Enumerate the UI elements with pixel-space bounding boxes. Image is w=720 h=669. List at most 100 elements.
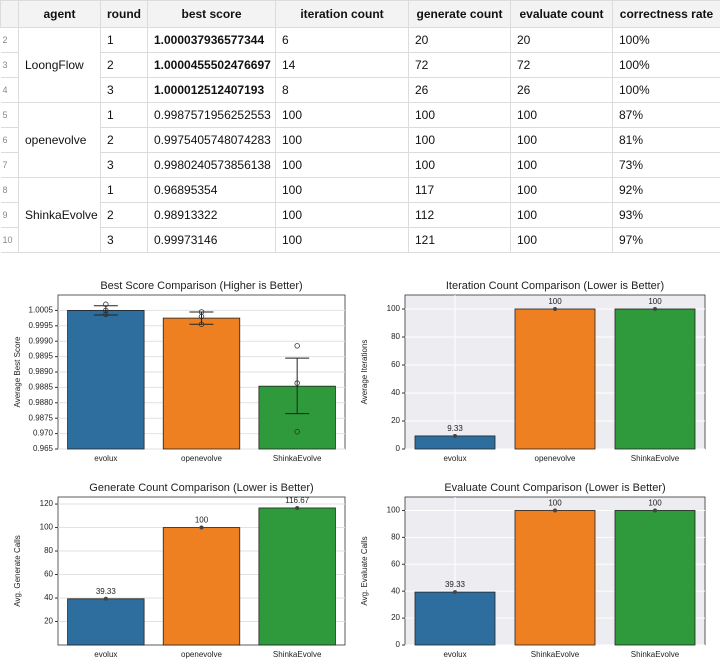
y-axis-label: Average Iterations bbox=[360, 340, 369, 405]
x-tick-label: openevolve bbox=[181, 454, 222, 463]
y-tick-label: 20 bbox=[44, 617, 53, 626]
x-tick-label: openevolve bbox=[181, 650, 222, 659]
bar bbox=[162, 527, 241, 646]
value-label: 9.33 bbox=[447, 424, 463, 433]
y-tick-label: 40 bbox=[391, 388, 400, 397]
cell: 1.000012512407193 bbox=[147, 77, 276, 103]
cell: 1 bbox=[100, 102, 148, 128]
y-tick-label: 60 bbox=[391, 360, 400, 369]
mean-point bbox=[653, 307, 657, 311]
y-tick-label: 0.965 bbox=[33, 444, 54, 453]
cell: 0.9987571956252553 bbox=[147, 102, 276, 128]
bar bbox=[67, 309, 145, 450]
bar bbox=[67, 598, 145, 646]
cell: 14 bbox=[275, 52, 409, 78]
y-axis-label: Average Best Score bbox=[13, 336, 22, 408]
bar bbox=[514, 308, 596, 450]
y-tick-label: 20 bbox=[391, 416, 400, 425]
value-label: 100 bbox=[648, 297, 662, 306]
x-tick-label: evolux bbox=[443, 650, 466, 659]
bar bbox=[614, 510, 696, 646]
cell: 3 bbox=[100, 227, 148, 253]
cell: 72 bbox=[510, 52, 613, 78]
row-number: 10 bbox=[0, 227, 19, 253]
header-row: agent round best score iteration count gener… bbox=[0, 0, 720, 28]
value-label: 100 bbox=[195, 516, 209, 525]
cell: 1.0000455502476697 bbox=[147, 52, 276, 78]
table-row: 3 2 1.0000455502476697 14 72 72 100% bbox=[0, 52, 720, 78]
value-label: 116.67 bbox=[285, 496, 309, 505]
agent-cell: LoongFlow bbox=[18, 27, 101, 103]
data-point bbox=[103, 311, 109, 318]
y-tick-label: 60 bbox=[44, 570, 53, 579]
cell: 100 bbox=[408, 152, 511, 178]
x-tick-label: ShinkaEvolve bbox=[273, 454, 322, 463]
y-tick-label: 0.9995 bbox=[29, 321, 54, 330]
data-point bbox=[294, 380, 300, 386]
cell: 100 bbox=[510, 152, 613, 178]
column-header: evaluate count bbox=[510, 0, 613, 28]
mean-point bbox=[653, 508, 657, 513]
data-point bbox=[103, 307, 109, 314]
cell: 87% bbox=[612, 102, 720, 128]
column-header: iteration count bbox=[275, 0, 409, 28]
y-tick-label: 100 bbox=[40, 523, 54, 532]
x-tick-label: evolux bbox=[94, 650, 117, 659]
y-axis-label: Avg. Evaluate Calls bbox=[360, 536, 369, 605]
cell: 72 bbox=[408, 52, 511, 78]
table-row: 5 openevolve 1 0.9987571956252553 100 100 100 8… bbox=[0, 102, 720, 178]
bar bbox=[614, 308, 696, 450]
cell: 0.99973146 bbox=[147, 227, 276, 253]
x-tick-label: openevolve bbox=[535, 454, 576, 463]
y-tick-label: 0.9895 bbox=[29, 352, 54, 361]
y-tick-label: 40 bbox=[44, 593, 53, 602]
mean-point bbox=[295, 505, 300, 510]
cell: 0.9980240573856138 bbox=[147, 152, 276, 178]
cell: 0.9975405748074283 bbox=[147, 127, 276, 153]
chart-title: Evaluate Count Comparison (Lower is Bett… bbox=[444, 482, 665, 494]
y-tick-label: 0.9990 bbox=[29, 336, 54, 345]
column-header: best score bbox=[147, 0, 276, 28]
data-point bbox=[198, 321, 205, 327]
data-point bbox=[198, 313, 205, 320]
y-tick-label: 40 bbox=[391, 586, 400, 595]
cell: 2 bbox=[100, 127, 148, 153]
value-label: 39.33 bbox=[96, 587, 117, 596]
cell: 100% bbox=[612, 27, 720, 53]
bar bbox=[258, 507, 336, 646]
chart-title: Iteration Count Comparison (Lower is Bet… bbox=[446, 280, 664, 292]
y-tick-label: 60 bbox=[391, 559, 400, 568]
mean-point bbox=[103, 596, 108, 601]
chart-title: Generate Count Comparison (Lower is Bett… bbox=[89, 482, 313, 494]
cell: 1 bbox=[100, 27, 148, 53]
y-tick-label: 80 bbox=[391, 532, 400, 541]
y-tick-label: 20 bbox=[391, 613, 400, 622]
cell: 100 bbox=[510, 102, 613, 128]
y-tick-label: 0 bbox=[396, 444, 401, 453]
y-tick-label: 0.9885 bbox=[29, 383, 54, 392]
table-row: 2 LoongFlow 1 1.000037936577344 6 20 20 100% bbox=[0, 27, 720, 103]
data-point bbox=[103, 301, 109, 307]
value-label: 100 bbox=[648, 499, 662, 508]
table-row: 9 2 0.98913322 100 112 100 93% bbox=[0, 202, 720, 228]
cell: 92% bbox=[612, 177, 720, 203]
cell: 2 bbox=[100, 202, 148, 228]
cell: 97% bbox=[612, 227, 720, 253]
cell: 100 bbox=[408, 102, 511, 128]
y-tick-label: 1.0005 bbox=[29, 306, 54, 315]
data-point bbox=[294, 343, 300, 349]
mean-point bbox=[453, 433, 457, 438]
bar bbox=[162, 317, 241, 450]
table-body: 2 LoongFlow 1 1.000037936577344 6 20 20 100% 3 2 1… bbox=[0, 27, 720, 253]
y-tick-label: 0 bbox=[396, 640, 401, 649]
column-header: generate count bbox=[408, 0, 511, 28]
agent-cell: ShinkaEvolve bbox=[18, 177, 101, 253]
mean-point bbox=[453, 590, 457, 595]
value-label: 100 bbox=[548, 297, 562, 306]
cell: 100% bbox=[612, 77, 720, 103]
cell: 1.000037936577344 bbox=[147, 27, 276, 53]
mean-point bbox=[553, 307, 557, 311]
cell: 100 bbox=[510, 227, 613, 253]
y-tick-label: 80 bbox=[391, 332, 400, 341]
